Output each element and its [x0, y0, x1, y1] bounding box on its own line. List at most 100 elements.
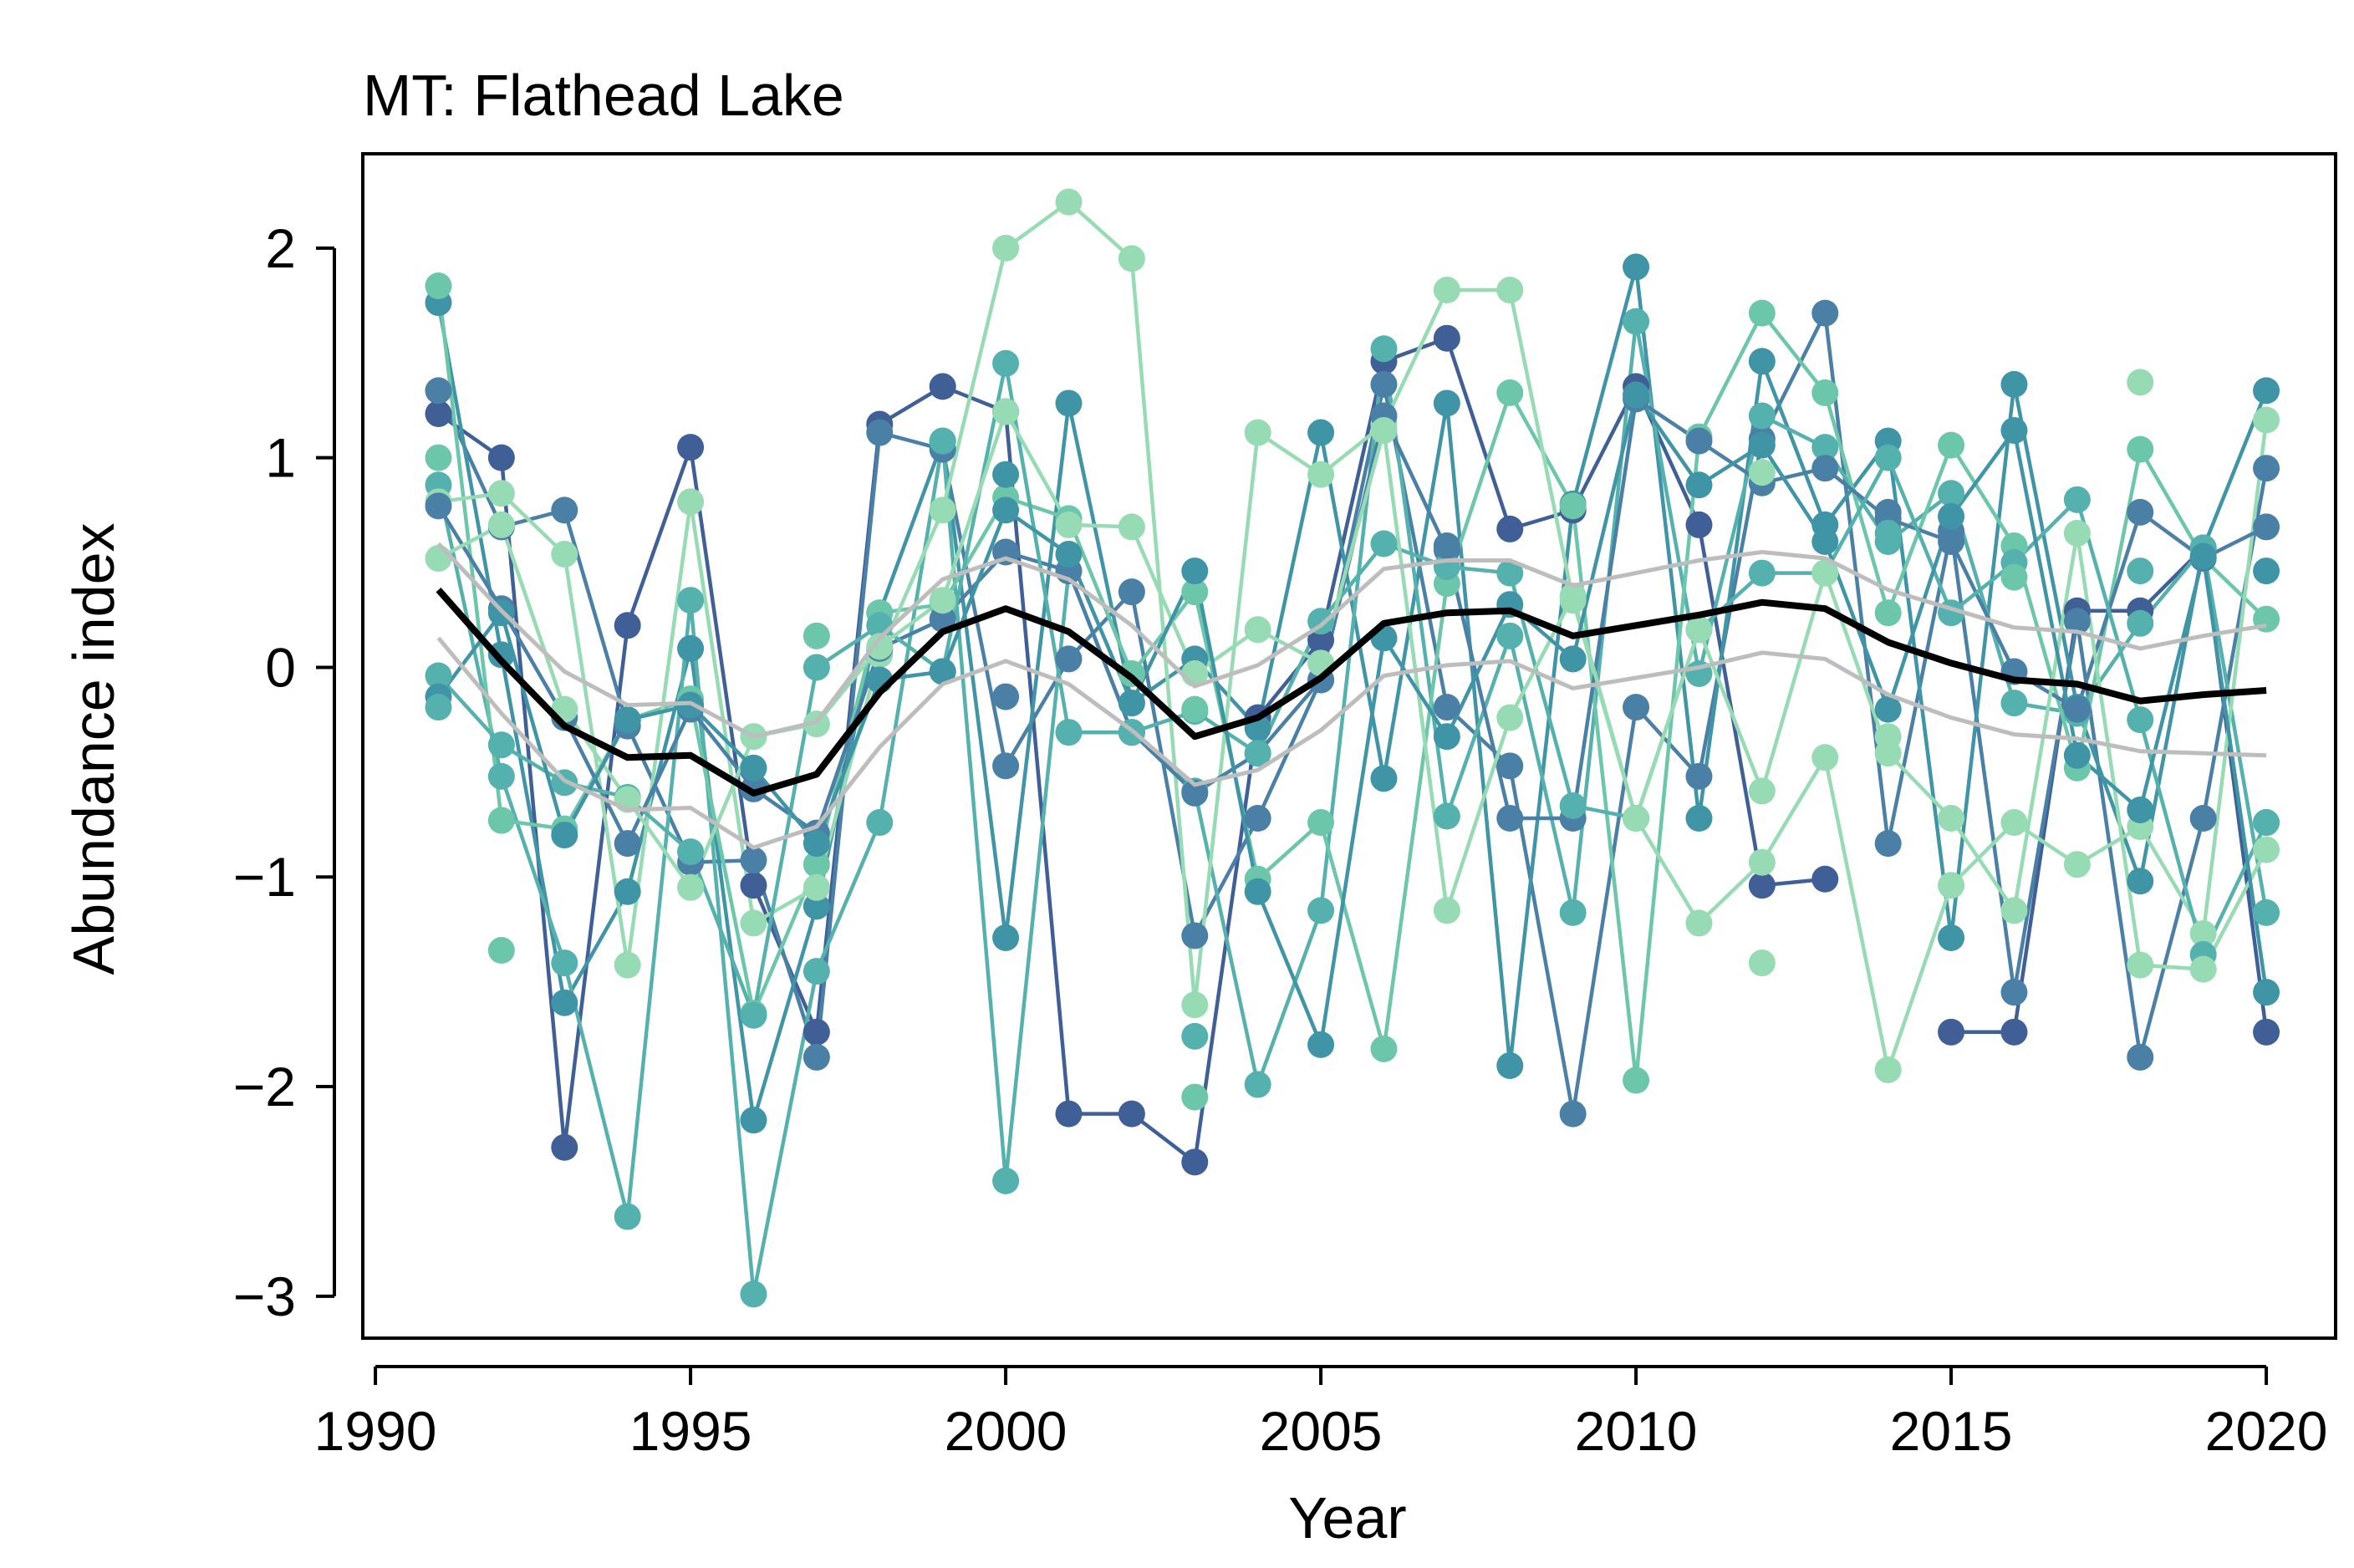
series-point [1874, 444, 1902, 471]
series-point [1938, 872, 1965, 899]
series-point [1496, 1051, 1524, 1079]
series-point [677, 587, 705, 614]
series-point [1623, 308, 1650, 335]
series-point [1559, 492, 1587, 520]
series-point [2189, 955, 2217, 983]
series-point [1307, 897, 1335, 924]
series-point [1244, 805, 1271, 832]
series-point [802, 1018, 830, 1046]
series-point [2189, 919, 2217, 947]
series-point [740, 754, 767, 781]
series-point [2063, 519, 2091, 547]
series-point [992, 496, 1020, 524]
extra-point [2127, 369, 2154, 396]
series-point [802, 654, 830, 681]
series-point [1811, 379, 1839, 406]
series-point [1748, 431, 1776, 459]
series-point [1811, 527, 1839, 555]
series-point [1118, 578, 1145, 606]
series-point [1559, 899, 1587, 926]
lower-interval-line [436, 636, 2267, 850]
series-point [1181, 991, 1209, 1019]
series-point [1370, 370, 1398, 398]
x-axis-label: Year [1288, 1485, 1406, 1550]
extra-point [425, 444, 452, 471]
series-point [1307, 461, 1335, 488]
series-point [1938, 1018, 1965, 1046]
series-point [1748, 872, 1776, 899]
series-point [1370, 335, 1398, 363]
series-point [1685, 909, 1713, 937]
series-point [487, 807, 515, 834]
series-point [1685, 616, 1713, 644]
series-point [2253, 1018, 2280, 1046]
series-point [1811, 434, 1839, 461]
series-point [551, 1133, 578, 1161]
series-point [1685, 805, 1713, 832]
series-point [2253, 455, 2280, 482]
series-point [929, 427, 956, 455]
series-point [802, 958, 830, 985]
y-tick-label: −3 [233, 1265, 296, 1327]
series-line-3 [436, 265, 2269, 1123]
series-point [1874, 1056, 1902, 1083]
series-point [614, 612, 641, 639]
plot-frame [361, 152, 2337, 1340]
extra-point [1181, 695, 1209, 723]
series-point [2127, 609, 2154, 637]
series-point [2000, 1018, 2028, 1046]
series-point [740, 1001, 767, 1029]
series-point [1748, 402, 1776, 430]
series-point [1496, 515, 1524, 542]
series-point [677, 838, 705, 866]
series-point [425, 545, 452, 573]
extra-point [2000, 563, 2028, 591]
series-point [802, 851, 830, 878]
series-point [2189, 805, 2217, 832]
upper-interval-line [436, 542, 2267, 739]
extra-point [992, 461, 1020, 488]
series-point [1811, 865, 1839, 893]
series-point [1370, 530, 1398, 557]
series-point [551, 949, 578, 977]
series-point [1181, 578, 1209, 606]
series-point [2253, 377, 2280, 405]
series-point [1496, 559, 1524, 587]
series-point [2127, 796, 2154, 823]
series-point [1055, 188, 1083, 216]
y-tick-label: 2 [265, 217, 296, 279]
chart-title: MT: Flathead Lake [363, 63, 844, 128]
series-point [614, 1203, 641, 1230]
series-point [1748, 299, 1776, 327]
series-point [1244, 740, 1271, 767]
series-point [487, 641, 515, 669]
series-point [487, 480, 515, 507]
series-point [1811, 299, 1839, 327]
series-point [1055, 389, 1083, 417]
series-point [1623, 694, 1650, 721]
y-tick-label: −2 [233, 1056, 296, 1117]
x-tick-label: 1995 [629, 1400, 752, 1462]
series-point [740, 909, 767, 937]
summary-layer [436, 542, 2267, 850]
series-point [2253, 899, 2280, 926]
extra-point [2127, 557, 2154, 585]
series-point [425, 400, 452, 427]
series-point [992, 349, 1020, 377]
series-point [1433, 277, 1460, 304]
series-point [2063, 741, 2091, 769]
series-point [1433, 802, 1460, 830]
series-point [1055, 541, 1083, 568]
extra-point [487, 937, 515, 965]
series-point [551, 496, 578, 524]
series-point [425, 662, 452, 690]
series-point [551, 822, 578, 849]
series-point [929, 658, 956, 685]
series-point [992, 1167, 1020, 1194]
series-point [2189, 542, 2217, 570]
series-point [2000, 417, 2028, 445]
series-point [677, 434, 705, 461]
series-point [1118, 513, 1145, 541]
series-point [487, 731, 515, 759]
series-point [2000, 370, 2028, 398]
